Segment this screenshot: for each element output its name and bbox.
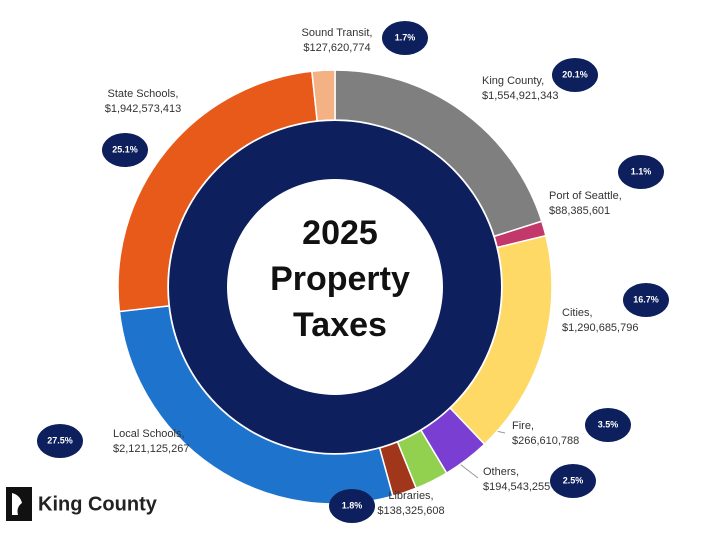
segment-name: Others, bbox=[483, 466, 519, 478]
percent-label: 1.1% bbox=[631, 166, 652, 176]
percent-label: 1.8% bbox=[342, 500, 363, 510]
chart-title: Taxes bbox=[293, 306, 387, 344]
percent-label: 20.1% bbox=[562, 69, 588, 79]
percent-label: 25.1% bbox=[112, 144, 138, 154]
segment-amount: $127,620,774 bbox=[303, 42, 370, 54]
percent-label: 2.5% bbox=[563, 475, 584, 485]
percent-badge bbox=[623, 283, 669, 317]
chart-title: 2025 bbox=[302, 214, 378, 252]
percent-label: 1.7% bbox=[395, 32, 416, 42]
segment-amount: $1,290,685,796 bbox=[562, 322, 638, 334]
segment-name: Sound Transit, bbox=[302, 27, 373, 39]
percent-badge bbox=[552, 58, 598, 92]
segment-name: Cities, bbox=[562, 307, 593, 319]
segment-name: Port of Seattle, bbox=[549, 190, 622, 202]
percent-label: 16.7% bbox=[633, 294, 659, 304]
segment-amount: $1,942,573,413 bbox=[105, 103, 181, 115]
segment-name: State Schools, bbox=[108, 88, 179, 100]
logo-icon bbox=[6, 487, 32, 521]
percent-badge bbox=[102, 133, 148, 167]
segment-amount: $138,325,608 bbox=[377, 505, 444, 517]
percent-badge bbox=[550, 464, 596, 498]
percent-badge bbox=[382, 21, 428, 55]
segment-amount: $1,554,921,343 bbox=[482, 90, 558, 102]
segment-name: Local Schools, bbox=[113, 428, 185, 440]
percent-badge bbox=[329, 489, 375, 523]
logo-text: King County bbox=[38, 493, 158, 515]
chart-title: Property bbox=[270, 260, 410, 298]
donut-segment bbox=[311, 69, 336, 122]
segment-amount: $266,610,788 bbox=[512, 435, 579, 447]
percent-badge bbox=[37, 424, 83, 458]
percent-label: 27.5% bbox=[47, 435, 73, 445]
segment-amount: $194,543,255 bbox=[483, 481, 550, 493]
percent-badge bbox=[618, 155, 664, 189]
percent-label: 3.5% bbox=[598, 419, 619, 429]
percent-badge bbox=[585, 408, 631, 442]
segment-amount: $88,385,601 bbox=[549, 205, 610, 217]
segment-amount: $2,121,125,267 bbox=[113, 443, 189, 455]
segment-name: Fire, bbox=[512, 420, 534, 432]
center-hole bbox=[227, 179, 443, 395]
segment-name: Libraries, bbox=[388, 490, 433, 502]
segment-name: King County, bbox=[482, 75, 544, 87]
